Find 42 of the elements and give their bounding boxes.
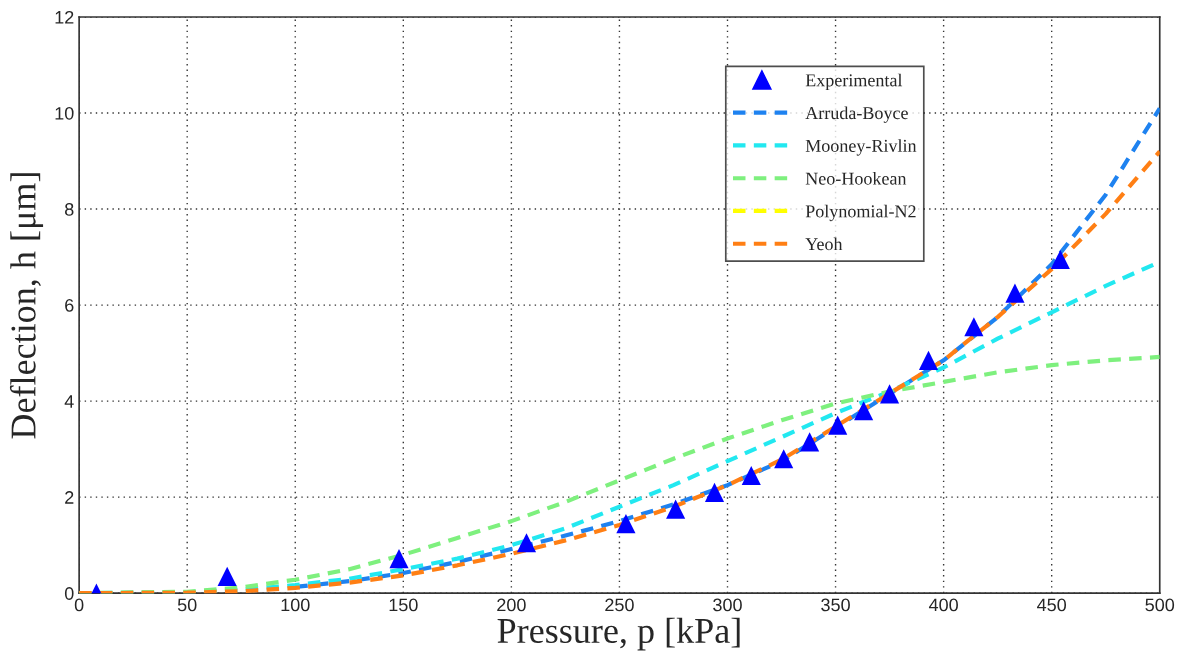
y-tick-label: 8: [65, 203, 74, 216]
x-tick-label: 500: [1145, 598, 1175, 612]
x-axis-title: Pressure, p [kPa]: [497, 617, 740, 651]
legend-label: Experimental: [805, 73, 903, 91]
x-tick-label: 0: [74, 598, 84, 612]
y-axis-title: Deflection, h [μm]: [9, 173, 44, 439]
legend-label: Arruda-Boyce: [805, 106, 908, 123]
point: [1005, 283, 1025, 303]
point: [704, 482, 725, 502]
x-tick-label: 100: [281, 598, 310, 612]
point: [217, 566, 237, 586]
point: [1050, 249, 1070, 270]
legend-label: Yeoh: [805, 237, 843, 251]
point: [774, 449, 794, 469]
point: [854, 401, 874, 421]
point: [389, 549, 409, 569]
point: [741, 465, 761, 486]
x-tick-label: 400: [928, 598, 958, 612]
legend-label: Neo-Hookean: [805, 172, 907, 185]
x-tick-label: 50: [177, 598, 197, 612]
point: [616, 513, 636, 534]
y-tick-label: 10: [55, 106, 74, 120]
x-tick-label: 300: [713, 598, 742, 612]
y-tick-label: 6: [65, 299, 74, 312]
x-tick-label: 200: [497, 598, 526, 612]
point: [918, 350, 939, 370]
x-tick-label: 250: [605, 598, 634, 612]
y-tick-label: 0: [64, 587, 74, 600]
x-tick-label: 150: [389, 598, 418, 612]
point: [880, 384, 900, 404]
point: [516, 533, 537, 553]
x-tick-label: 450: [1037, 598, 1067, 612]
legend-label: Mooney-Rivlin: [805, 139, 917, 156]
y-tick-label: 2: [65, 491, 74, 504]
point: [964, 317, 984, 337]
y-tick-label: 4: [64, 395, 74, 408]
point: [800, 432, 820, 452]
point: [666, 499, 686, 519]
legend-label: Polynomial-N2: [805, 204, 916, 222]
point: [828, 415, 848, 435]
y-tick-label: 12: [55, 10, 74, 24]
x-tick-label: 350: [821, 598, 850, 612]
